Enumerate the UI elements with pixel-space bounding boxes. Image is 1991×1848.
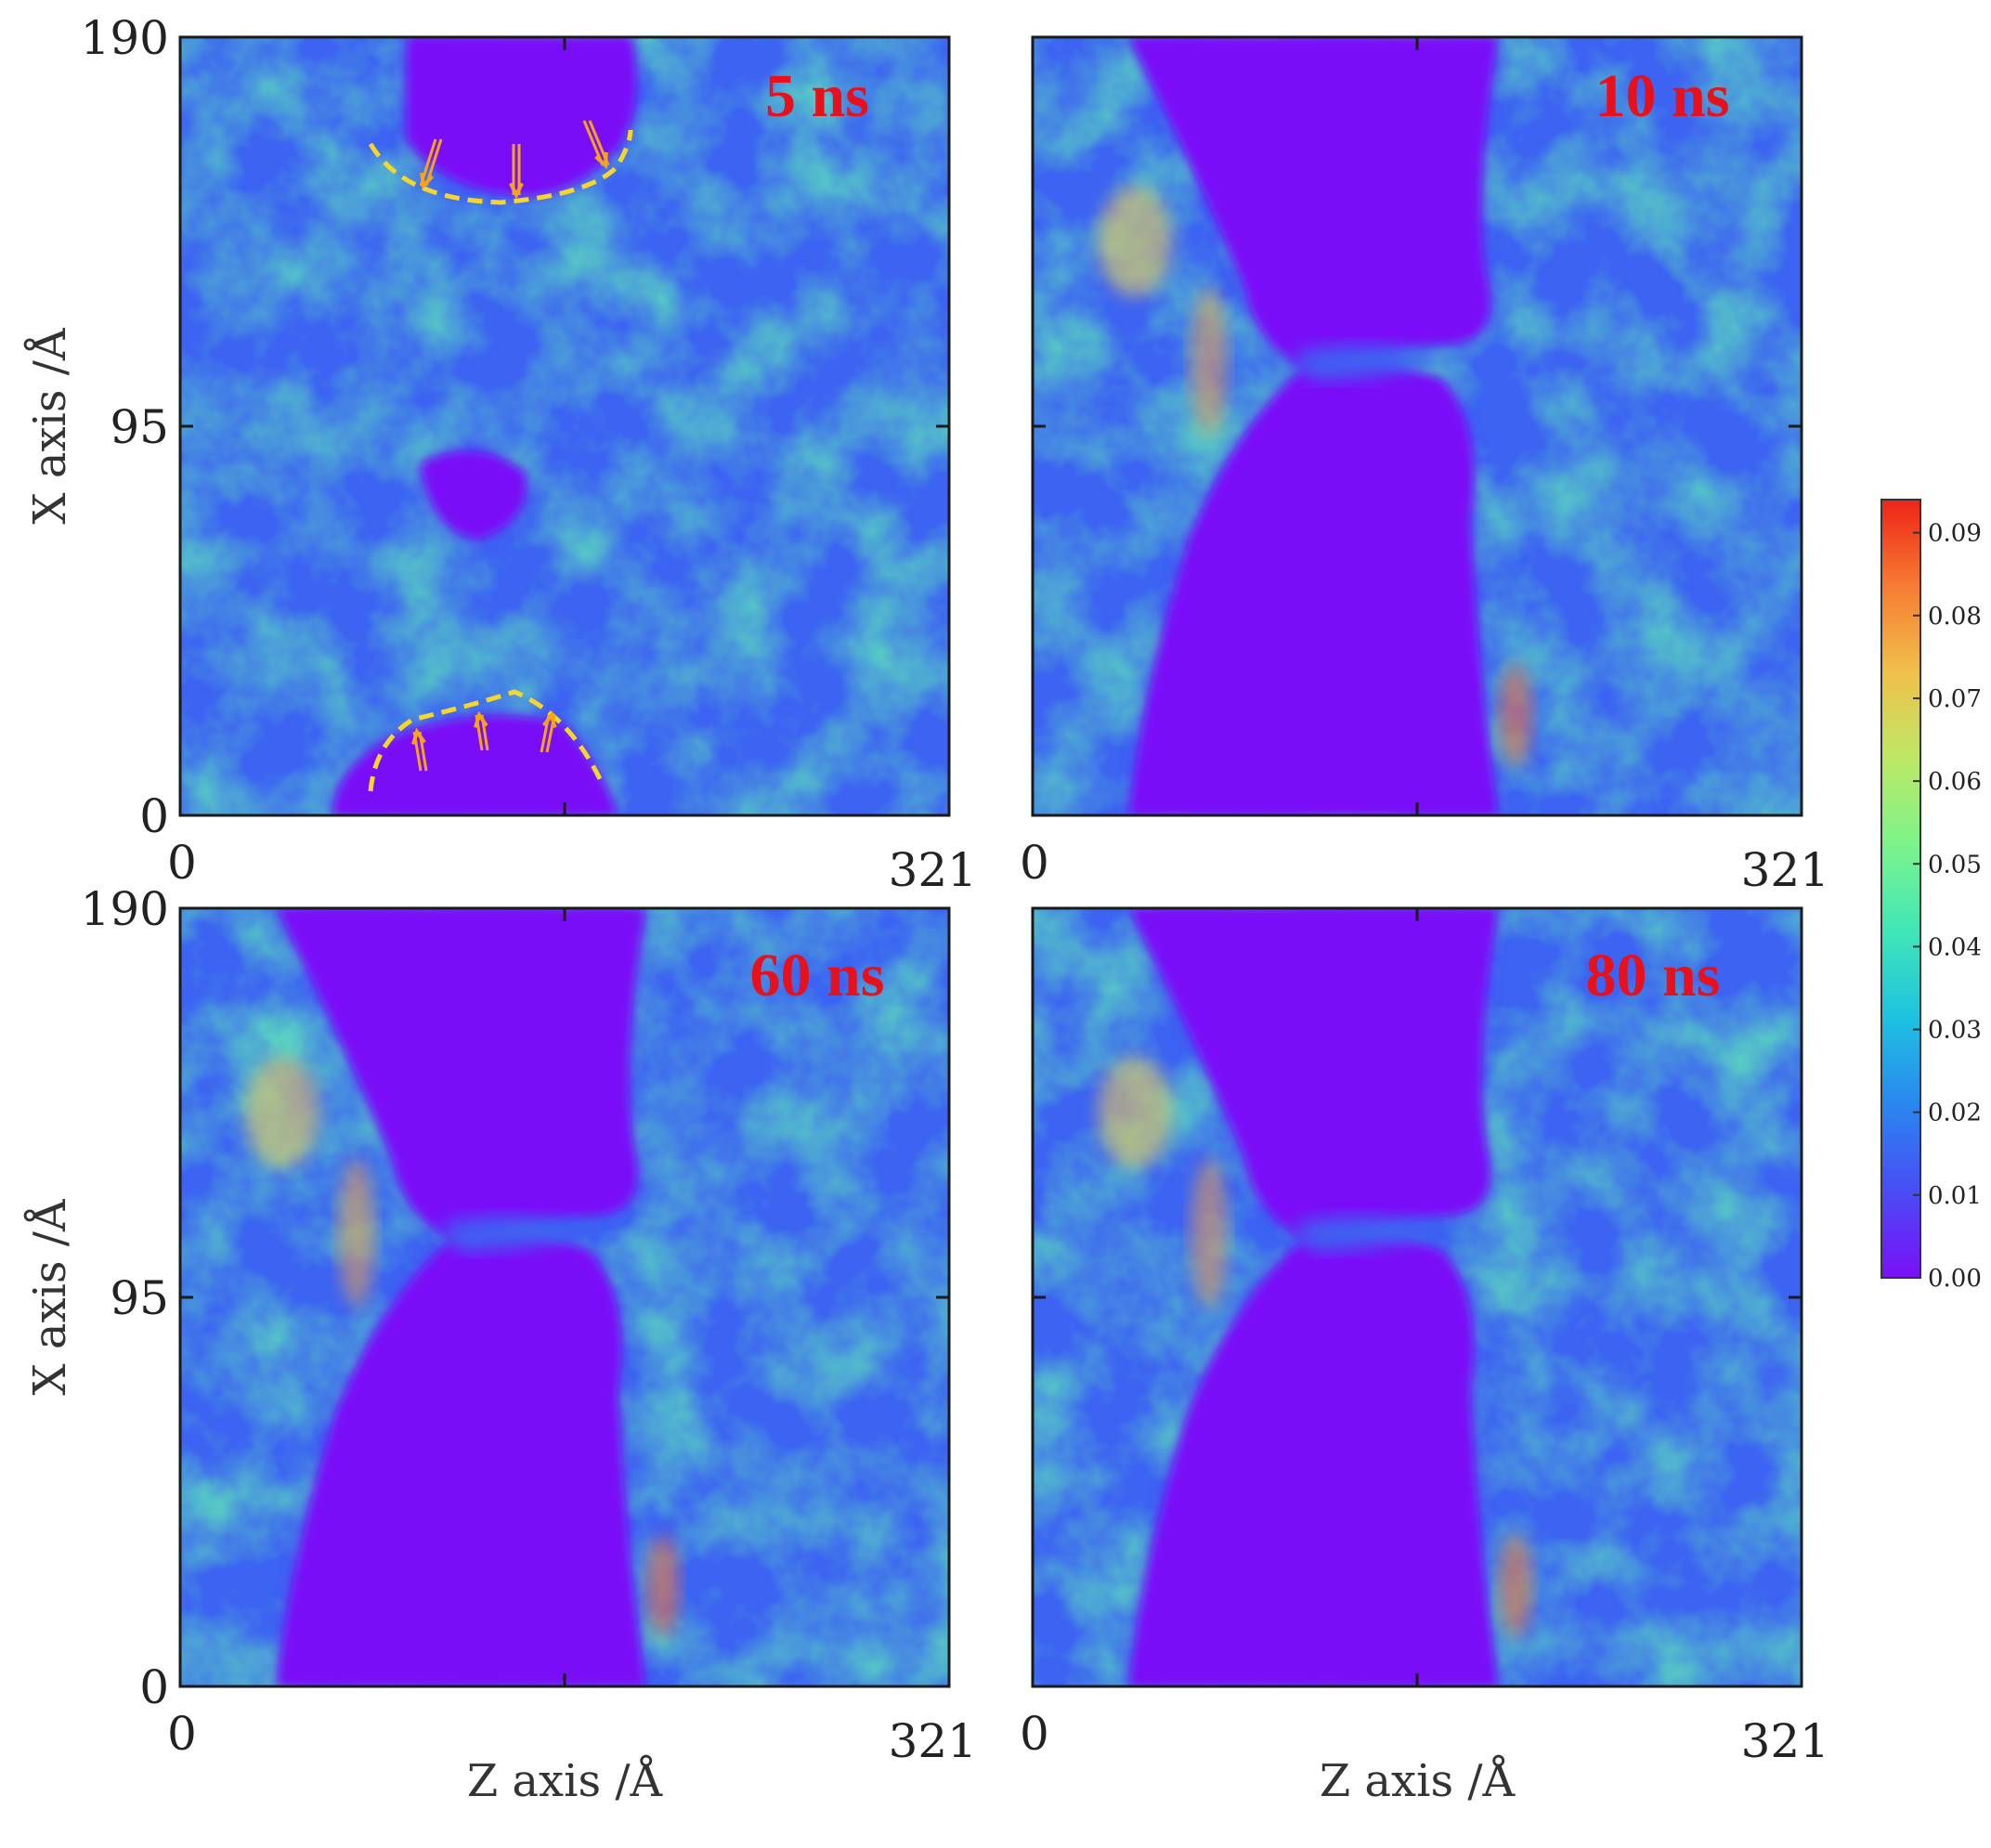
colorbar-tick-label: 0.01 [1928, 1182, 1982, 1210]
colorbar-tick-label: 0.08 [1928, 603, 1982, 631]
x-tick-label: 0 [1020, 836, 1049, 890]
y-axis-label: X axis /Å [23, 1198, 76, 1396]
cavity-front-dashed-line [368, 689, 605, 792]
y-tick-label: 190 [81, 882, 169, 936]
y-tick-label: 0 [139, 1660, 169, 1714]
colorbar-gradient [1880, 499, 1921, 1279]
direction-arrow-icon [540, 710, 557, 753]
x-tick-label: 321 [1741, 843, 1829, 897]
heatmap-field [1033, 37, 1802, 815]
colorbar: 0.00 0.01 0.02 0.03 0.04 0.05 0.06 0.07 0.08 0.09 [1880, 499, 1982, 1293]
cavity-front-dashed-line [368, 129, 633, 205]
x-tick-label: 0 [1020, 1707, 1049, 1761]
direction-arrow-icon [582, 120, 610, 170]
colorbar-tick-label: 0.03 [1928, 1017, 1982, 1045]
heatmap-panel-60ns: 0 321 0 95 190 X axis /Å Z axis /Å 60 ns [23, 882, 977, 1807]
colorbar-tick-label: 0.06 [1928, 768, 1982, 796]
x-tick-label: 321 [1741, 1714, 1829, 1768]
colorbar-tick-label: 0.04 [1928, 933, 1982, 961]
heatmap-field [180, 908, 949, 1686]
x-tick-label: 321 [889, 843, 977, 897]
time-annotation: 60 ns [750, 942, 885, 1009]
x-axis-label: Z axis /Å [467, 1754, 664, 1807]
cavity-front-markings [368, 120, 633, 792]
colorbar-tick-label: 0.09 [1928, 520, 1982, 548]
x-tick-label: 0 [167, 836, 197, 890]
time-annotation: 80 ns [1586, 942, 1721, 1009]
colorbar-tick-label: 0.07 [1928, 685, 1982, 713]
colorbar-ticks: 0.00 0.01 0.02 0.03 0.04 0.05 0.06 0.07 0.08 0.09 [1913, 520, 1982, 1293]
x-tick-label: 321 [889, 1714, 977, 1768]
y-tick-label: 95 [110, 400, 169, 454]
heatmap-panel-10ns: 0 321 10 ns [1020, 35, 1829, 897]
y-tick-label: 190 [81, 11, 169, 65]
direction-arrow-icon [509, 144, 524, 200]
heatmap-panel-5ns: 0 321 0 95 190 X axis /Å 5 ns [23, 11, 977, 897]
colorbar-tick-label: 0.00 [1928, 1265, 1982, 1293]
y-axis-label: X axis /Å [23, 327, 76, 525]
colorbar-tick-label: 0.02 [1928, 1100, 1982, 1127]
x-axis-label: Z axis /Å [1320, 1754, 1516, 1807]
y-tick-label: 95 [110, 1271, 169, 1325]
heatmap-field [1033, 908, 1802, 1686]
direction-arrow-icon [411, 727, 428, 772]
heatmap-field [180, 37, 949, 815]
x-tick-label: 0 [167, 1707, 197, 1761]
time-annotation: 10 ns [1595, 62, 1730, 130]
direction-arrow-icon [474, 710, 489, 751]
y-tick-label: 0 [139, 789, 169, 843]
time-annotation: 5 ns [765, 62, 869, 130]
heatmap-panel-80ns: 0 321 Z axis /Å 80 ns [1020, 906, 1829, 1807]
colorbar-tick-label: 0.05 [1928, 851, 1982, 878]
direction-arrow-icon [419, 138, 443, 190]
